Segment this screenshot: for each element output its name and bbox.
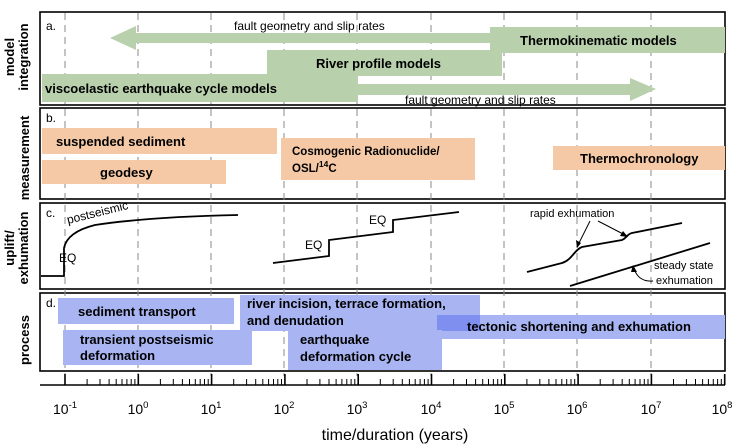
cosmogenic-label-line1: Cosmogenic Radionuclide/: [292, 146, 440, 158]
viscoelastic-bar: [42, 74, 358, 102]
tick-label: 106: [567, 400, 588, 417]
tick-base: 10: [201, 401, 217, 417]
cosmogenic-bar: [281, 138, 475, 180]
earthquake-staircase: [272, 211, 460, 264]
cosmogenic-osl-text: OSL/: [292, 163, 320, 175]
row-label-line: uplift/: [2, 230, 17, 266]
earthquake-cycle-bar: [288, 330, 442, 370]
tick-label: 10-1: [53, 400, 77, 417]
panel-letter-b: b.: [46, 111, 56, 125]
thermokinematic-label: Thermokinematic models: [520, 33, 677, 48]
panel-letter-a: a.: [46, 19, 56, 33]
rapid-exhumation-label: rapid exhumation: [530, 208, 614, 220]
arrow-right-fault-geometry: [356, 78, 656, 101]
eq-mid-upper-label: EQ: [369, 213, 386, 227]
pointer-arrowhead: [576, 240, 581, 248]
tick-base: 10: [712, 401, 728, 417]
geodesy-label: geodesy: [100, 165, 154, 180]
x-axis-title: time/duration (years): [322, 427, 469, 444]
x-axis-tick-labels: 10-1 100 101 102 103 104 105 106 107 108: [53, 400, 732, 417]
geodesy-bar: [42, 160, 226, 184]
thermokinematic-bar: [490, 27, 725, 53]
arrow-bottom-label: fault geometry and slip rates: [405, 93, 556, 107]
viscoelastic-label: viscoelastic earthquake cycle models: [45, 81, 277, 96]
arrow-left-fault-geometry: [110, 26, 492, 50]
tick-label: 108: [712, 400, 733, 417]
tick-exponent: -1: [69, 400, 77, 411]
tick-exponent: 3: [362, 400, 367, 411]
panel-letter-d: d.: [46, 296, 56, 310]
row-label-process: process: [17, 315, 32, 365]
pointer-arrowhead: [620, 231, 628, 237]
tick-base: 10: [567, 401, 583, 417]
tick-base: 10: [347, 401, 363, 417]
suspended-sediment-label: suspended sediment: [56, 134, 186, 149]
tick-exponent: 6: [582, 400, 587, 411]
tectonic-overlap-shade: [437, 315, 480, 331]
thermochronology-label: Thermochronology: [580, 151, 699, 166]
suspended-sediment-bar: [42, 128, 277, 154]
tick-base: 10: [274, 401, 290, 417]
row-label-line: model: [2, 38, 17, 76]
tick-exponent: 1: [216, 400, 221, 411]
tectonic-shortening-bar: [437, 315, 725, 339]
tick-base: 10: [641, 401, 657, 417]
earthquake-label-line1: earthquake: [300, 332, 369, 347]
row-label-measurement: measurement: [17, 115, 32, 200]
x-axis-ticks: [64, 374, 726, 385]
rapid-exhumation-curve: [526, 222, 683, 273]
tick-exponent: 8: [727, 400, 732, 411]
sediment-transport-bar: [58, 298, 234, 324]
eq-left-label: EQ: [59, 251, 76, 265]
cosmogenic-c-text: C: [328, 163, 336, 175]
steady-state-label-line2: exhumation: [656, 275, 713, 287]
row-label-line: exhumation: [16, 211, 31, 284]
tick-exponent: 7: [656, 400, 661, 411]
tick-exponent: 5: [509, 400, 514, 411]
row-label-line: integration: [16, 23, 31, 90]
tick-base: 10: [421, 401, 437, 417]
tick-label: 103: [347, 400, 368, 417]
tick-label: 100: [128, 400, 149, 417]
steady-state-pointer: [633, 267, 654, 282]
panel-c-frame: [39, 202, 726, 290]
tick-base: 10: [128, 401, 144, 417]
river-profile-label: River profile models: [316, 56, 441, 71]
steady-state-arrowhead: [631, 265, 637, 272]
tick-label: 104: [421, 400, 442, 417]
tick-base: 10: [494, 401, 510, 417]
transient-postseismic-bar: [63, 330, 252, 365]
steady-state-line: [569, 242, 711, 287]
tick-exponent: 0: [143, 400, 148, 411]
river-label-line1: river incision, terrace formation,: [247, 296, 446, 311]
river-profile-bar: [267, 50, 502, 76]
panel-letter-c: c.: [46, 206, 55, 220]
arrow-top-label: fault geometry and slip rates: [234, 19, 385, 33]
sediment-transport-label: sediment transport: [78, 304, 196, 319]
tectonic-label: tectonic shortening and exhumation: [467, 319, 691, 334]
tick-label: 102: [274, 400, 295, 417]
steady-state-label-line1: steady state: [654, 260, 713, 272]
cosmogenic-superscript: 14: [319, 159, 329, 169]
cosmogenic-label-line2: OSL/14C: [292, 159, 337, 175]
eq-mid-lower-label: EQ: [305, 238, 322, 252]
thermochronology-bar: [553, 146, 725, 170]
transient-label-line2: deformation: [80, 348, 155, 363]
tick-exponent: 4: [436, 400, 441, 411]
river-label-line2: and denudation: [247, 313, 344, 328]
tick-base: 10: [53, 401, 69, 417]
transient-label-line1: transient postseismic: [80, 332, 214, 347]
postseismic-curve: [41, 214, 239, 277]
tick-label: 101: [201, 400, 222, 417]
row-label-model-integration: model integration: [2, 23, 31, 90]
tick-exponent: 2: [289, 400, 294, 411]
tick-label: 105: [494, 400, 515, 417]
row-label-uplift-exhumation: uplift/ exhumation: [2, 211, 31, 284]
tick-label: 107: [641, 400, 662, 417]
earthquake-label-line2: deformation cycle: [300, 349, 411, 364]
panel-a-frame: [39, 11, 726, 106]
